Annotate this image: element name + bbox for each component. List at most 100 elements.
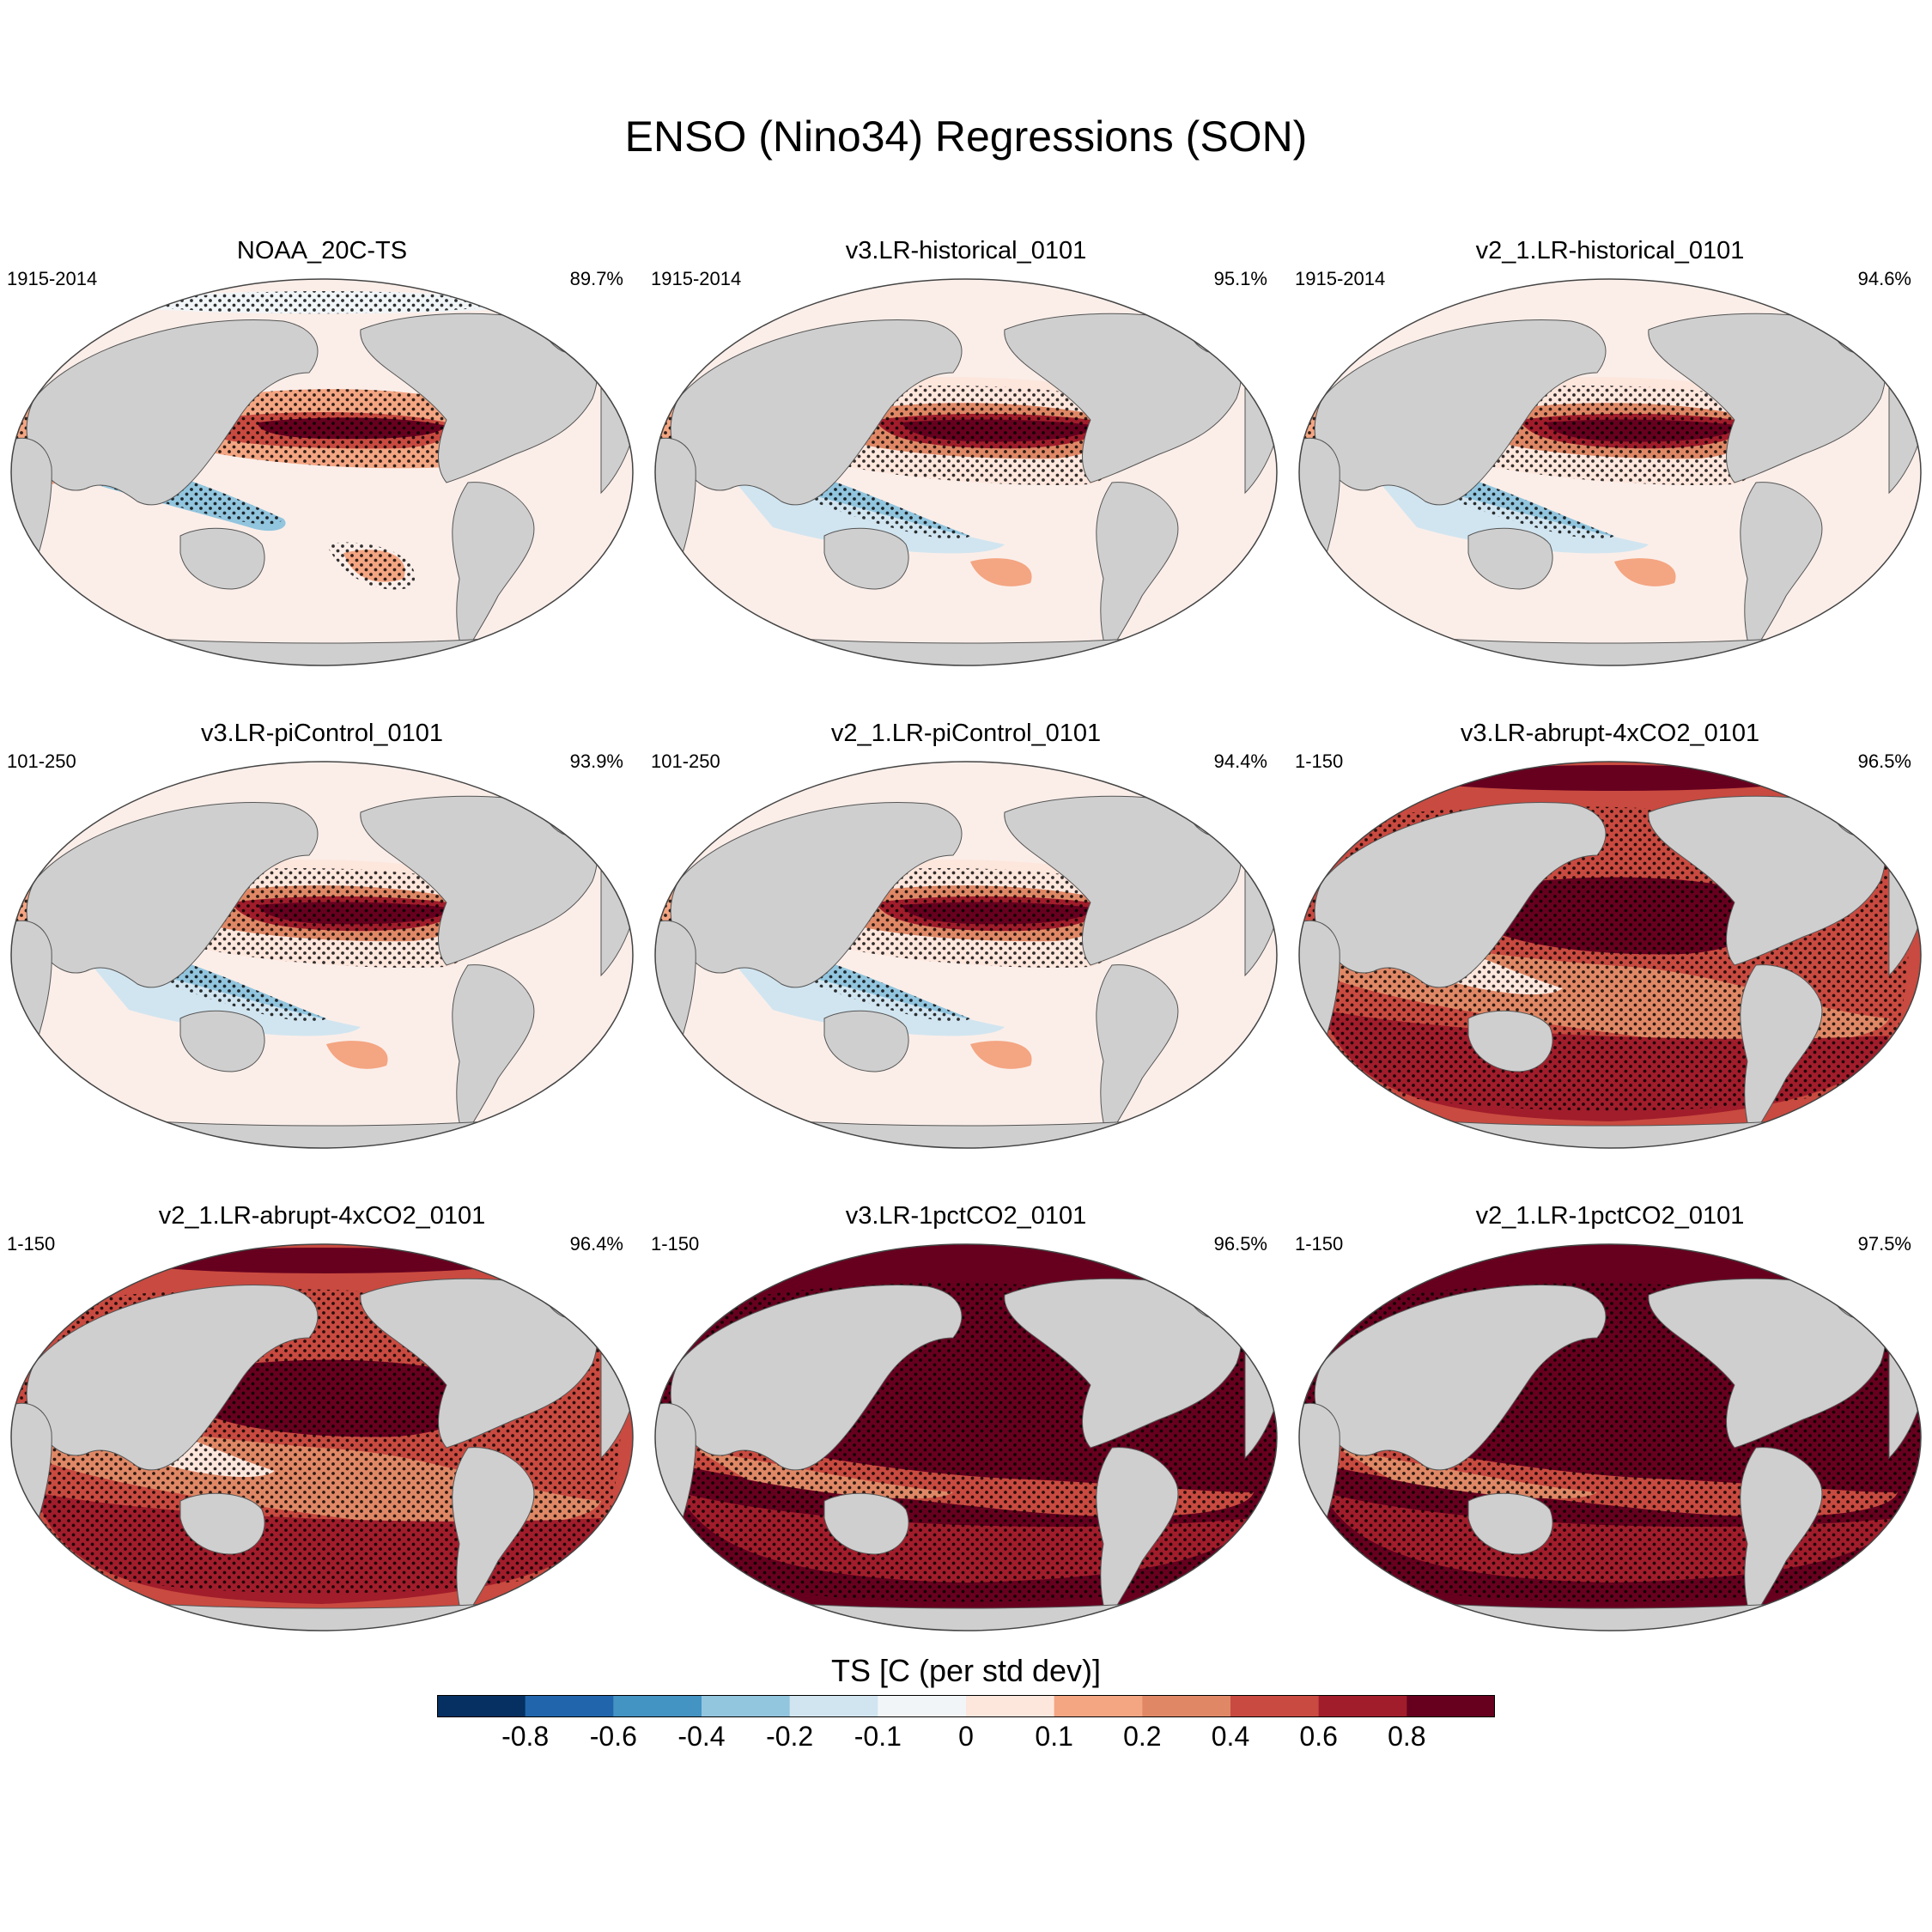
world-map xyxy=(654,1243,1278,1631)
map-border xyxy=(10,761,634,1149)
colorbar-tick-label: -0.8 xyxy=(501,1721,550,1752)
anomaly-region xyxy=(1614,558,1676,586)
colorbar-swatch xyxy=(966,1695,1055,1717)
africa-landmass xyxy=(1299,1402,1340,1553)
map-panel: v3.LR-historical_0101 1915-2014 95.1% xyxy=(644,237,1288,683)
map-border xyxy=(654,761,1278,1149)
colorbar-tick-label: 0.8 xyxy=(1388,1721,1426,1752)
colorbar-tick-label: 0.6 xyxy=(1299,1721,1338,1752)
world-map xyxy=(10,1243,634,1631)
africa-landmass xyxy=(655,437,696,588)
australia-landmass xyxy=(823,1010,909,1072)
anomaly-region xyxy=(326,1041,388,1069)
colorbar-tick-label: -0.2 xyxy=(766,1721,814,1752)
map-panel: v3.LR-abrupt-4xCO2_0101 1-150 96.5% xyxy=(1288,720,1932,1166)
asia-landmass xyxy=(1314,801,1607,988)
colorbar-swatch xyxy=(789,1695,878,1717)
south-america-landmass xyxy=(1740,964,1823,1140)
anomaly-region xyxy=(970,1041,1032,1069)
south-america-landmass xyxy=(1096,482,1179,658)
panel-pct: 96.4% xyxy=(569,1233,623,1255)
panel-pct: 94.4% xyxy=(1213,750,1267,772)
south-america-landmass xyxy=(1096,964,1179,1140)
colorbar-swatch xyxy=(1406,1695,1495,1717)
map-panel: v2_1.LR-historical_0101 1915-2014 94.6% xyxy=(1288,237,1932,683)
panel-title: v3.LR-abrupt-4xCO2_0101 xyxy=(1460,720,1760,747)
world-map xyxy=(1298,278,1922,666)
asia-landmass xyxy=(670,319,963,506)
map-panel: v3.LR-piControl_0101 101-250 93.9% xyxy=(0,720,644,1166)
colorbar-swatch xyxy=(1054,1695,1143,1717)
map-panel: v2_1.LR-abrupt-4xCO2_0101 1-150 96.4% xyxy=(0,1202,644,1649)
colorbar-tick-label: 0.1 xyxy=(1035,1721,1073,1752)
map-panel: v3.LR-1pctCO2_0101 1-150 96.5% xyxy=(644,1202,1288,1649)
colorbar-title: TS [C (per std dev)] xyxy=(830,1653,1102,1688)
panel-title: v3.LR-1pctCO2_0101 xyxy=(845,1202,1087,1230)
map-panel: NOAA_20C-TS 1915-2014 89.7% xyxy=(0,237,644,683)
map-border xyxy=(1298,1243,1922,1631)
asia-landmass xyxy=(1314,319,1607,506)
australia-landmass xyxy=(179,527,265,590)
australia-landmass xyxy=(1467,1010,1553,1072)
asia-landmass xyxy=(26,319,319,506)
panel-years: 101-250 xyxy=(7,750,76,772)
panel-title: v2_1.LR-piControl_0101 xyxy=(830,720,1102,747)
panel-title: v2_1.LR-historical_0101 xyxy=(1475,237,1745,264)
south-america-landmass xyxy=(1096,1447,1179,1623)
south-america-landmass xyxy=(1740,1447,1823,1623)
panel-years: 1-150 xyxy=(1295,750,1344,772)
anomaly-region xyxy=(970,558,1032,586)
africa-landmass xyxy=(655,920,696,1071)
panel-years: 1915-2014 xyxy=(651,268,742,289)
africa-landmass xyxy=(1299,920,1340,1071)
asia-landmass xyxy=(1314,1284,1607,1471)
map-panel: v2_1.LR-1pctCO2_0101 1-150 97.5% xyxy=(1288,1202,1932,1649)
colorbar xyxy=(437,1695,1495,1717)
panel-title: v2_1.LR-abrupt-4xCO2_0101 xyxy=(158,1202,486,1230)
panel-years: 1-150 xyxy=(1295,1233,1344,1255)
panel-title: NOAA_20C-TS xyxy=(236,237,408,264)
map-border xyxy=(654,278,1278,666)
figure-title: ENSO (Nino34) Regressions (SON) xyxy=(624,112,1308,161)
panel-pct: 97.5% xyxy=(1857,1233,1911,1255)
africa-landmass xyxy=(11,437,52,588)
significance-stipple xyxy=(129,291,515,314)
panel-pct: 93.9% xyxy=(569,750,623,772)
world-map xyxy=(1298,1243,1922,1631)
map-border xyxy=(10,278,634,666)
africa-landmass xyxy=(655,1402,696,1553)
world-map xyxy=(10,278,634,666)
australia-landmass xyxy=(1467,1492,1553,1555)
africa-landmass xyxy=(11,1402,52,1553)
colorbar-swatch xyxy=(878,1695,967,1717)
panel-years: 101-250 xyxy=(651,750,720,772)
colorbar-swatch xyxy=(613,1695,702,1717)
asia-landmass xyxy=(670,801,963,988)
panel-years: 1915-2014 xyxy=(1295,268,1386,289)
map-border xyxy=(1298,278,1922,666)
panel-title: v2_1.LR-1pctCO2_0101 xyxy=(1475,1202,1745,1230)
panel-pct: 89.7% xyxy=(569,268,623,289)
asia-landmass xyxy=(26,801,319,988)
south-america-landmass xyxy=(452,964,535,1140)
colorbar-tick-label: 0.2 xyxy=(1123,1721,1162,1752)
significance-stipple xyxy=(326,542,416,590)
asia-landmass xyxy=(670,1284,963,1471)
south-america-landmass xyxy=(452,1447,535,1623)
world-map xyxy=(654,278,1278,666)
world-map xyxy=(10,761,634,1149)
colorbar-tick-label: 0 xyxy=(958,1721,974,1752)
colorbar-swatch xyxy=(1230,1695,1320,1717)
panel-title: v3.LR-historical_0101 xyxy=(845,237,1087,264)
colorbar-swatch xyxy=(1142,1695,1231,1717)
colorbar-tick-label: -0.1 xyxy=(854,1721,902,1752)
panel-years: 1-150 xyxy=(7,1233,56,1255)
colorbar-tick-label: 0.4 xyxy=(1211,1721,1250,1752)
asia-landmass xyxy=(26,1284,319,1471)
panel-pct: 96.5% xyxy=(1213,1233,1267,1255)
australia-landmass xyxy=(179,1010,265,1072)
colorbar-tick-label: -0.6 xyxy=(589,1721,637,1752)
south-america-landmass xyxy=(1740,482,1823,658)
world-map xyxy=(1298,761,1922,1149)
colorbar-swatch xyxy=(525,1695,614,1717)
